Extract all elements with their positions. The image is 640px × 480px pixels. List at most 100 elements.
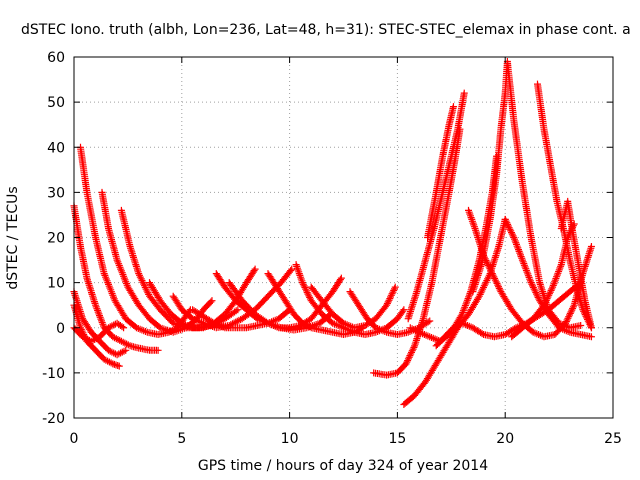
series-marker-segment (169, 292, 185, 312)
series-marker-segment (404, 290, 420, 323)
series-marker-end (251, 265, 259, 273)
series-marker-segment (503, 58, 518, 122)
series-marker-segment (562, 303, 577, 327)
series-marker-segment (510, 116, 526, 185)
series-marker-segment (292, 261, 306, 285)
series-marker-segment (393, 307, 407, 323)
series-marker-segment (419, 281, 435, 323)
series-marker-segment (441, 325, 456, 341)
series-marker-segment (133, 324, 149, 335)
series-marker-segment (372, 303, 389, 323)
series-marker-segment (143, 328, 160, 338)
series-marker-segment (572, 283, 586, 312)
series-marker-segment (178, 306, 195, 322)
series-marker-segment (189, 306, 206, 319)
series-marker-segment (486, 172, 500, 223)
series-marker-segment (238, 297, 258, 317)
series-marker-segment (167, 310, 184, 326)
series-marker-segment (156, 324, 175, 336)
x-tick-label: 5 (177, 431, 186, 447)
series-marker-segment (221, 283, 238, 303)
series-marker-segment (275, 307, 292, 323)
series-marker-end (577, 321, 585, 329)
series-marker-segment (555, 324, 572, 335)
series-marker-segment (299, 279, 314, 303)
series-marker-segment (566, 328, 583, 338)
grid-lines (74, 57, 613, 418)
series-arc-14 (292, 261, 408, 338)
y-tick-label: 10 (47, 276, 65, 292)
axis-ticks: 0 5 10 15 20 25 -20 -10 0 10 20 30 40 50 60 (42, 50, 622, 447)
series-marker-segment (544, 310, 562, 330)
series-marker-segment (277, 267, 295, 287)
series-marker-segment (575, 261, 589, 303)
series-marker-segment (70, 202, 84, 249)
series-marker-segment (92, 346, 107, 362)
x-tick-label: 15 (388, 431, 406, 447)
series-marker-segment (527, 279, 543, 303)
series-marker-segment (581, 297, 595, 330)
series-marker-segment (432, 343, 450, 368)
series-marker-segment (113, 347, 128, 359)
series-marker-segment (430, 190, 446, 232)
series-marker-segment (383, 328, 400, 338)
series-marker-segment (178, 319, 195, 331)
series-marker-segment (465, 206, 478, 231)
series-marker-segment (529, 303, 547, 323)
series-marker-segment (469, 324, 486, 338)
series-marker-segment (549, 262, 565, 291)
series-marker-segment (329, 310, 346, 326)
x-tick-label: 0 (70, 431, 79, 447)
series-marker-segment (199, 319, 218, 331)
series-marker-end (288, 265, 296, 273)
series-marker-segment (508, 306, 525, 326)
series-marker-segment (432, 154, 446, 196)
series-marker-segment (251, 294, 271, 314)
series-marker-end (426, 317, 434, 325)
series-marker-segment (411, 379, 428, 399)
series-marker-segment (501, 325, 518, 338)
series-arc-28 (508, 220, 578, 341)
series-arc-19 (404, 89, 468, 323)
series-marker-end (120, 324, 128, 332)
series-marker-segment (146, 292, 163, 312)
series-marker-segment (564, 222, 577, 241)
series-marker-segment (355, 301, 370, 321)
series-marker-segment (146, 315, 163, 331)
series-marker-segment (540, 125, 554, 167)
series-marker-segment (564, 197, 576, 230)
series-marker-segment (490, 331, 507, 341)
series-marker-end (587, 324, 595, 332)
series-marker-segment (156, 297, 174, 317)
series-marker-segment (458, 289, 474, 318)
series-marker-segment (307, 283, 325, 303)
series-marker-segment (109, 333, 124, 344)
series-marker-segment (547, 161, 561, 203)
series-marker-segment (383, 285, 398, 309)
series-marker-segment (113, 256, 131, 289)
series-marker-segment (100, 355, 115, 367)
series-marker-segment (109, 360, 122, 369)
series-marker-segment (529, 328, 546, 340)
series-arc-22 (424, 103, 457, 241)
series-marker-segment (117, 337, 132, 349)
y-tick-label: -20 (42, 411, 65, 427)
series-marker-segment (393, 329, 410, 338)
series-marker-segment (79, 315, 94, 335)
series-marker-segment (243, 322, 259, 332)
series-marker-segment (329, 319, 346, 331)
series-marker-end (587, 333, 595, 341)
y-tick-label: 20 (47, 231, 65, 247)
series-marker-segment (493, 127, 505, 178)
y-tick-label: 60 (47, 50, 65, 66)
series-marker-segment (135, 301, 152, 321)
series-marker-segment (83, 274, 99, 307)
series-marker-segment (100, 270, 118, 303)
series-marker-segment (540, 285, 556, 309)
series-marker-segment (96, 325, 111, 341)
series-marker-segment (497, 288, 515, 312)
series-arc-27 (557, 197, 595, 332)
series-marker-segment (458, 319, 475, 331)
data-series (70, 58, 595, 408)
x-tick-label: 25 (604, 431, 622, 447)
